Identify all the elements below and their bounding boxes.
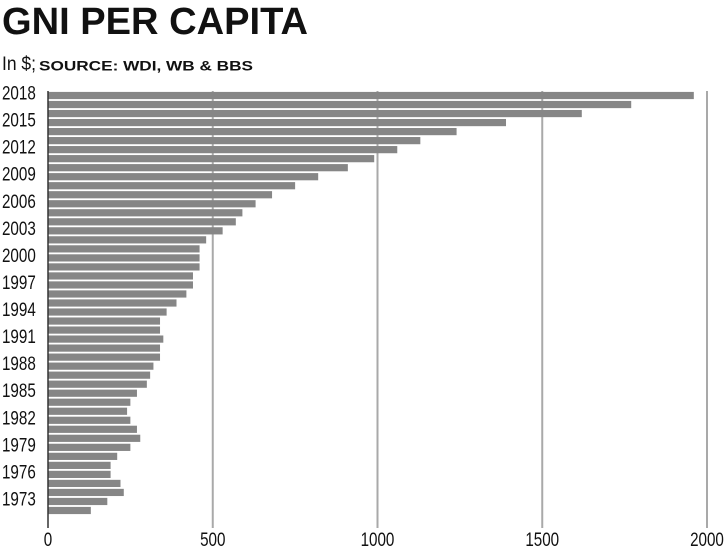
- y-tick-label: 2003: [2, 217, 36, 239]
- bar: [48, 182, 296, 190]
- bar: [48, 344, 161, 352]
- bar: [48, 317, 161, 325]
- bar: [48, 173, 319, 181]
- bar: [48, 452, 118, 460]
- bar: [48, 506, 91, 515]
- bar: [48, 146, 398, 154]
- bar: [48, 407, 128, 415]
- bar: [48, 362, 154, 370]
- x-tick-label: 1500: [525, 528, 559, 550]
- bar: [48, 109, 582, 118]
- bar: [48, 245, 200, 253]
- y-tick-label: 1973: [2, 488, 36, 510]
- bar: [48, 398, 131, 406]
- bar: [48, 371, 151, 379]
- y-tick-label: 1982: [2, 407, 36, 429]
- y-tick-label: 2000: [2, 244, 36, 266]
- y-tick-label: 1994: [2, 298, 36, 320]
- y-tick-label: 1979: [2, 434, 36, 456]
- y-tick-label: 1985: [2, 380, 36, 402]
- bar: [48, 497, 108, 506]
- bar: [48, 127, 457, 136]
- bar: [48, 389, 137, 397]
- bar: [48, 100, 632, 109]
- y-tick-label: 1997: [2, 271, 36, 293]
- y-tick-label: 1976: [2, 461, 36, 483]
- x-tick-label: 500: [200, 528, 225, 550]
- bar: [48, 263, 200, 271]
- chart-title: GNI PER CAPITA: [2, 1, 308, 43]
- x-tick-label: 0: [44, 528, 52, 550]
- bar: [48, 209, 243, 217]
- y-tick-label: 2015: [2, 109, 36, 131]
- bar: [48, 155, 375, 163]
- y-tick-label: 1988: [2, 353, 36, 375]
- x-tick-label: 2000: [690, 528, 724, 550]
- y-tick-label: 2006: [2, 190, 36, 212]
- y-tick-label: 2012: [2, 136, 36, 158]
- bar: [48, 479, 121, 488]
- bar: [48, 118, 507, 127]
- bar: [48, 425, 137, 433]
- x-tick-label: 1000: [361, 528, 395, 550]
- bar: [48, 470, 111, 479]
- bar: [48, 443, 131, 451]
- chart-source: SOURCE: WDI, WB & BBS: [39, 58, 253, 74]
- y-tick-label: 1991: [2, 325, 36, 347]
- bar: [48, 308, 167, 316]
- bar: [48, 353, 161, 361]
- bar: [48, 380, 147, 388]
- bar: [48, 281, 193, 289]
- bar: [48, 227, 223, 235]
- bar: [48, 335, 164, 343]
- bar: [48, 488, 124, 497]
- bar: [48, 137, 421, 145]
- bar: [48, 272, 193, 280]
- y-tick-label: 2009: [2, 163, 36, 185]
- bar: [48, 200, 256, 208]
- bar: [48, 236, 207, 244]
- bar: [48, 326, 161, 334]
- bar: [48, 299, 177, 307]
- bar: [48, 191, 273, 199]
- bar: [48, 434, 141, 442]
- bar: [48, 254, 200, 262]
- y-tick-label: 2018: [2, 82, 36, 104]
- bar: [48, 416, 131, 424]
- bar: [48, 461, 111, 469]
- bar: [48, 91, 694, 100]
- chart-subtitle: In $;: [2, 54, 36, 75]
- bar: [48, 290, 187, 298]
- bar: [48, 164, 348, 172]
- bar: [48, 218, 236, 226]
